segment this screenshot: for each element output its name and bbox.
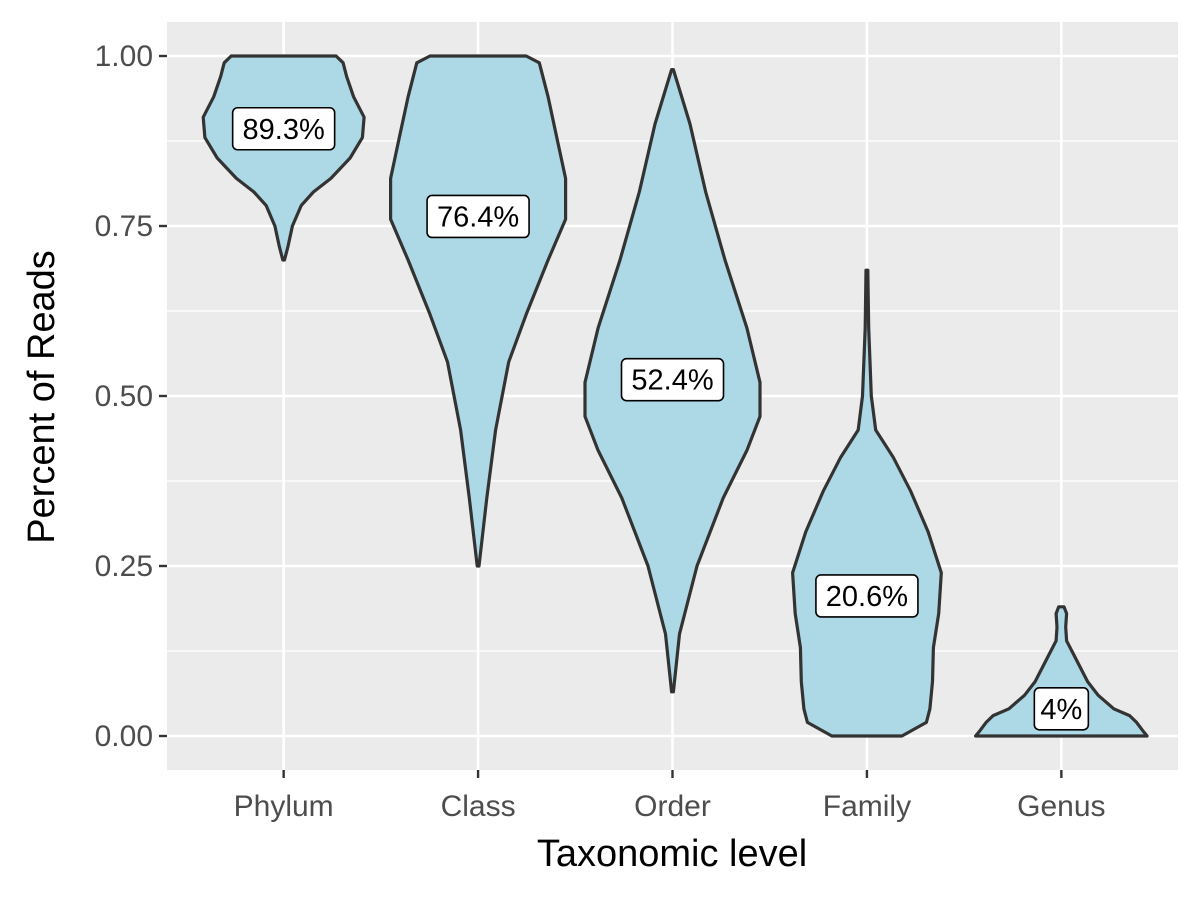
y-tick-label: 0.25: [95, 550, 153, 583]
violin-family: [791, 268, 943, 738]
violin-class: [389, 54, 568, 568]
y-axis: 0.00 0.25 0.50 0.75 1.00: [95, 40, 167, 753]
x-tick-label: Genus: [1017, 790, 1105, 823]
y-tick-label: 0.00: [95, 720, 153, 753]
data-label-box: [426, 194, 530, 239]
data-label-family: 20.6%: [826, 581, 908, 613]
data-label-class: 76.4%: [437, 201, 519, 233]
x-tick-label: Order: [634, 790, 711, 823]
x-axis-title: Taxonomic level: [537, 833, 807, 875]
data-label-box: [620, 357, 725, 402]
x-axis: Phylum Class Order Family Genus: [234, 770, 1106, 823]
y-axis-title: Percent of Reads: [21, 250, 63, 544]
y-tick-label: 0.75: [95, 210, 153, 243]
data-label-box: [815, 574, 919, 618]
data-label-box: [1033, 686, 1090, 731]
y-tick-label: 0.50: [95, 380, 153, 413]
x-tick-label: Class: [441, 790, 516, 823]
data-label-box: [231, 106, 336, 151]
y-tick-label: 1.00: [95, 40, 153, 73]
data-labels: 89.3% 76.4% 52.4% 20.6% 4%: [231, 106, 1090, 731]
violin-genus: [974, 605, 1149, 738]
data-label-genus: 4%: [1040, 694, 1082, 726]
x-tick-label: Phylum: [234, 790, 334, 823]
data-label-phylum: 89.3%: [243, 114, 325, 146]
data-label-order: 52.4%: [631, 365, 713, 397]
x-tick-label: Family: [823, 790, 911, 823]
